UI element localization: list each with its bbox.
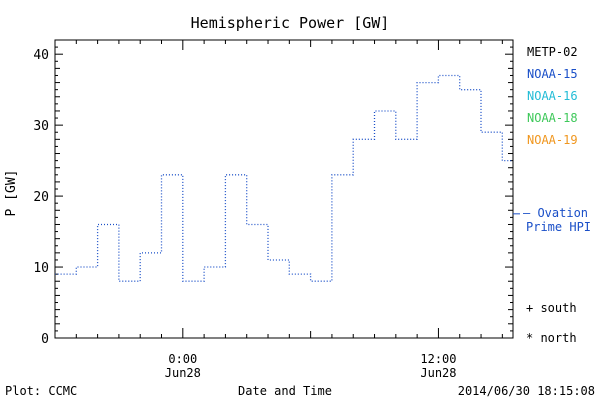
y-tick-label: 40 bbox=[33, 48, 49, 63]
y-tick-label: 30 bbox=[33, 119, 49, 134]
y-axis-label-group: P [GW] bbox=[4, 170, 19, 217]
legend-entry: NOAA-18 bbox=[527, 111, 578, 125]
series-line bbox=[55, 74, 513, 282]
y-axis-ticks: 0 10 20 30 40 bbox=[33, 39, 513, 347]
legend-entry: NOAA-16 bbox=[527, 89, 578, 103]
y-tick-label: 20 bbox=[33, 190, 49, 205]
footer-timestamp: 2014/06/30 18:15:08 bbox=[458, 384, 595, 398]
x-tick-label-date: Jun28 bbox=[420, 366, 456, 380]
y-tick-label: 10 bbox=[33, 261, 49, 276]
marker-legend-entry: + south bbox=[526, 301, 577, 315]
legend: METP-02 NOAA-15 NOAA-16 NOAA-18 NOAA-19 bbox=[527, 45, 578, 147]
x-axis-label: Date and Time bbox=[238, 384, 332, 398]
y-axis-label: P [GW] bbox=[4, 170, 19, 217]
x-tick-label-time: 12:00 bbox=[420, 352, 456, 366]
x-tick-label-date: Jun28 bbox=[165, 366, 201, 380]
marker-legend-entry: * north bbox=[526, 331, 577, 345]
annotation-label: — Ovation bbox=[523, 206, 588, 220]
annotation-label: Prime HPI bbox=[526, 220, 591, 234]
legend-entry: NOAA-15 bbox=[527, 67, 578, 81]
markers-legend: + south * north bbox=[526, 301, 577, 345]
legend-entry: NOAA-19 bbox=[527, 133, 578, 147]
footer-left: Plot: CCMC bbox=[5, 384, 77, 398]
x-tick-label-time: 0:00 bbox=[168, 352, 197, 366]
chart-title: Hemispheric Power [GW] bbox=[191, 14, 390, 32]
plot-frame bbox=[54, 39, 514, 339]
series-layer bbox=[55, 74, 513, 282]
legend-entry: METP-02 bbox=[527, 45, 578, 59]
y-tick-label: 0 bbox=[41, 332, 49, 347]
